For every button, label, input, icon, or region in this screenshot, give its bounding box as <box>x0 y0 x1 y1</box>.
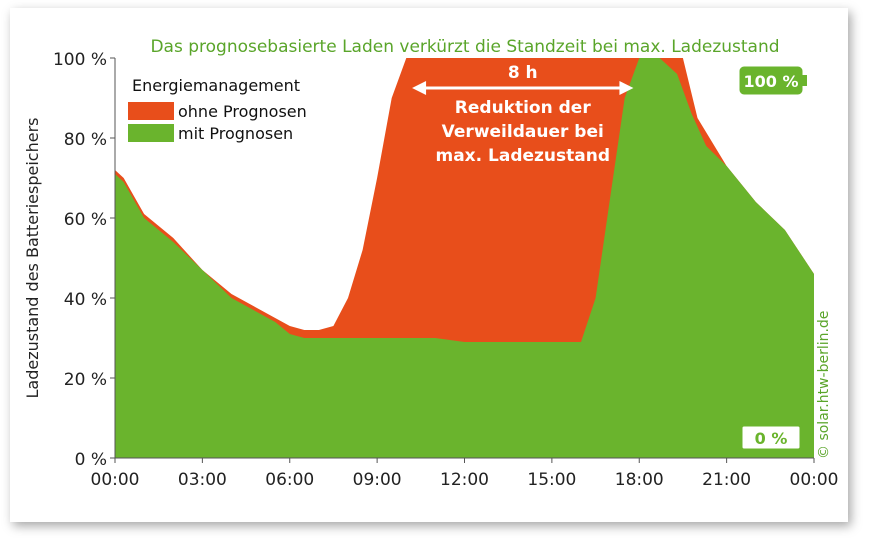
x-tick-label: 03:00 <box>178 470 227 490</box>
arrow-left-head <box>412 81 427 95</box>
x-tick-label: 15:00 <box>527 470 576 490</box>
annotation-text-line: Verweildauer bei <box>442 122 604 142</box>
y-tick-label: 0 % <box>75 450 107 470</box>
labels: Das prognosebasierte Laden verkürzt die … <box>23 37 780 399</box>
legend: Energiemanagement ohne Prognosen mit Progn… <box>128 76 307 143</box>
duration-label: 8 h <box>508 63 538 83</box>
credit-label: © solar.htw-berlin.de <box>816 311 832 459</box>
annotation-text-line: max. Ladezustand <box>435 146 610 166</box>
chart-card: 0 % 20 % 40 % 60 % 80 % 100 % 00:00 03:00 06:00 0… <box>10 8 848 522</box>
plot-area <box>115 58 814 458</box>
series-area-mit-prognosen <box>115 58 814 458</box>
x-tick-label: 06:00 <box>265 470 314 490</box>
axes: 0 % 20 % 40 % 60 % 80 % 100 % 00:00 03:00 06:00 0… <box>53 50 839 490</box>
annotation-text-line: Reduktion der <box>455 98 592 118</box>
arrow-right-head <box>619 81 634 95</box>
battery-empty-icon-tip <box>802 432 807 443</box>
x-tick-label: 00:00 <box>790 470 839 490</box>
y-tick-label: 40 % <box>64 290 107 310</box>
x-tick-label: 09:00 <box>353 470 402 490</box>
legend-label: ohne Prognosen <box>178 102 307 121</box>
battery-full-icon-body <box>739 66 803 95</box>
annotations: 8 h Reduktion der Verweildauer bei max. Lad… <box>412 63 832 459</box>
battery-full-icon-tip <box>802 75 807 86</box>
x-tick-label: 21:00 <box>702 470 751 490</box>
y-tick-label: 20 % <box>64 370 107 390</box>
battery-empty-icon-label: 0 % <box>755 429 788 448</box>
y-tick-label: 80 % <box>64 130 107 150</box>
legend-label: mit Prognosen <box>178 124 293 143</box>
y-axis-title: Ladezustand des Batteriespeichers <box>23 118 42 399</box>
x-tick-label: 18:00 <box>615 470 664 490</box>
legend-swatch-mit-prognosen <box>128 124 174 142</box>
x-tick-label: 12:00 <box>440 470 489 490</box>
y-tick-label: 60 % <box>64 210 107 230</box>
battery-full-icon-label: 100 % <box>744 72 799 91</box>
legend-title: Energiemanagement <box>132 76 300 95</box>
legend-swatch-ohne-prognosen <box>128 102 174 120</box>
battery-empty-icon-body <box>739 423 803 452</box>
x-tick-label: 00:00 <box>91 470 140 490</box>
y-tick-label: 100 % <box>53 50 107 70</box>
soc-chart: 0 % 20 % 40 % 60 % 80 % 100 % 00:00 03:00 06:00 0… <box>23 37 839 490</box>
chart-title: Das prognosebasierte Laden verkürzt die … <box>150 37 779 57</box>
